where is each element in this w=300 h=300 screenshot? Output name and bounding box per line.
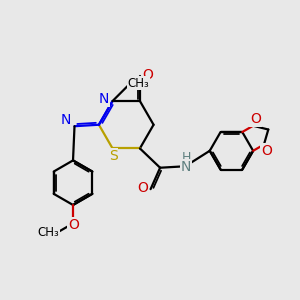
Text: N: N <box>99 92 110 106</box>
Text: H: H <box>181 152 191 164</box>
Text: S: S <box>109 149 118 163</box>
Text: N: N <box>181 160 191 174</box>
Text: O: O <box>250 112 261 126</box>
Text: CH₃: CH₃ <box>128 77 149 90</box>
Text: O: O <box>142 68 153 82</box>
Text: O: O <box>261 144 272 158</box>
Text: O: O <box>68 218 79 232</box>
Text: N: N <box>61 113 71 127</box>
Text: O: O <box>137 181 148 195</box>
Text: CH₃: CH₃ <box>37 226 59 239</box>
